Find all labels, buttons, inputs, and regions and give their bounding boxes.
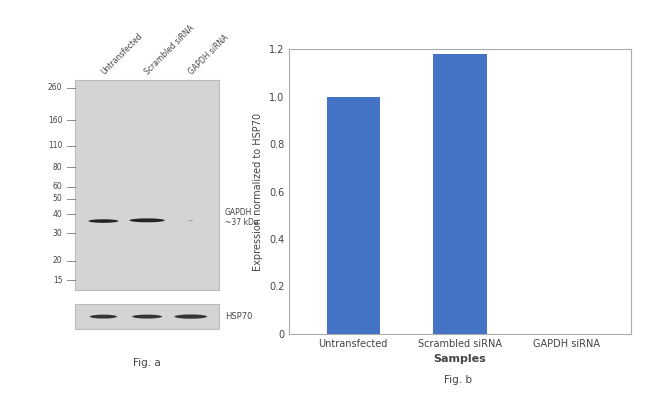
Text: Fig. a: Fig. a — [133, 358, 161, 368]
X-axis label: Samples: Samples — [434, 354, 486, 364]
Y-axis label: Expression normalized to HSP70: Expression normalized to HSP70 — [254, 113, 263, 271]
Bar — [75, 304, 220, 329]
Text: 20: 20 — [53, 256, 62, 265]
Text: 260: 260 — [48, 83, 62, 92]
Ellipse shape — [188, 220, 193, 221]
Text: HSP70: HSP70 — [225, 312, 252, 321]
Ellipse shape — [132, 315, 162, 318]
Bar — [326, 97, 380, 334]
Text: GAPDH siRNA: GAPDH siRNA — [187, 33, 231, 77]
Text: 160: 160 — [48, 116, 62, 125]
Text: GAPDH
~37 kDa: GAPDH ~37 kDa — [225, 208, 259, 227]
Text: Untransfected: Untransfected — [100, 32, 145, 77]
Text: 30: 30 — [53, 229, 62, 238]
Bar — [75, 80, 220, 290]
Text: 15: 15 — [53, 276, 62, 285]
Text: 110: 110 — [48, 141, 62, 150]
Text: 80: 80 — [53, 163, 62, 172]
Text: 50: 50 — [53, 194, 62, 203]
Text: Scrambled siRNA: Scrambled siRNA — [144, 24, 196, 77]
Text: 60: 60 — [53, 182, 62, 191]
Text: 40: 40 — [53, 209, 62, 218]
Ellipse shape — [129, 218, 165, 222]
Text: Fig. b: Fig. b — [444, 375, 473, 385]
Ellipse shape — [90, 315, 117, 318]
Ellipse shape — [174, 314, 207, 319]
Bar — [433, 54, 487, 334]
Ellipse shape — [88, 219, 118, 223]
